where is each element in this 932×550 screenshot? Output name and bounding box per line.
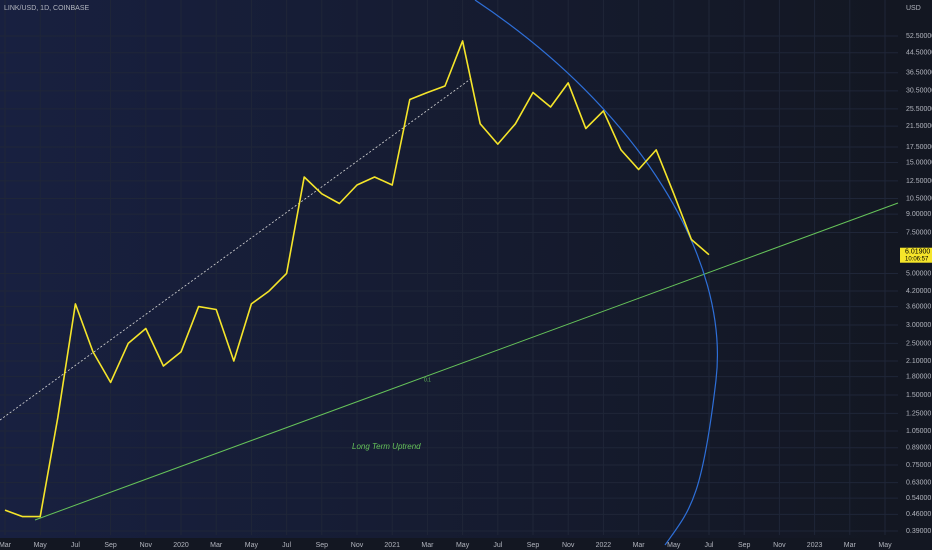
- x-tick-label: 2021: [384, 542, 400, 549]
- y-tick-label: 52.50000: [906, 33, 932, 40]
- y-tick-label: 25.50000: [906, 106, 932, 113]
- x-tick-label: Jul: [282, 542, 291, 549]
- y-tick-label: 0.46000: [906, 511, 931, 518]
- arc: [474, 0, 718, 546]
- y-tick-label: 0.75000: [906, 462, 931, 469]
- price-tag-label: 6.01900: [905, 249, 930, 256]
- x-tick-label: Nov: [351, 542, 364, 549]
- y-tick-label: 0.39000: [906, 528, 931, 535]
- x-tick-label: Sep: [316, 542, 329, 549]
- y-tick-label: 21.50000: [906, 123, 932, 130]
- y-tick-label: 3.00000: [906, 322, 931, 329]
- y-tick-label: 2.50000: [906, 340, 931, 347]
- y-tick-label: 9.00000: [906, 211, 931, 218]
- y-tick-label: 2.10000: [906, 358, 931, 365]
- x-tick-label: Mar: [844, 542, 857, 549]
- trend-line-dashed: [0, 77, 473, 421]
- x-tick-label: Mar: [210, 542, 223, 549]
- x-tick-label: Mar: [421, 542, 434, 549]
- x-tick-label: Sep: [104, 542, 117, 549]
- y-tick-label: 36.50000: [906, 70, 932, 77]
- x-tick-label: May: [667, 542, 681, 549]
- x-tick-label: 2022: [596, 542, 612, 549]
- x-tick-label: Jul: [71, 542, 80, 549]
- y-tick-label: 1.25000: [906, 410, 931, 417]
- y-tick-label: 0.54000: [906, 495, 931, 502]
- x-tick-label: Nov: [562, 542, 575, 549]
- uptrend-line: [34, 202, 899, 521]
- y-tick-label: 12.50000: [906, 178, 932, 185]
- x-tick-label: Mar: [0, 542, 12, 549]
- y-tick-label: 1.05000: [906, 428, 931, 435]
- x-tick-label: Sep: [738, 542, 751, 549]
- y-tick-label: 3.60000: [906, 303, 931, 310]
- annotation: Long Term Uptrend: [352, 442, 421, 451]
- x-tick-label: May: [245, 542, 259, 549]
- y-tick-label: 1.80000: [906, 373, 931, 380]
- marks: [4, 40, 710, 518]
- y-tick-label: 5.00000: [906, 270, 931, 277]
- annotation: 0.1: [424, 377, 431, 383]
- plot-background: [0, 0, 898, 538]
- y-tick-label: 4.20000: [906, 288, 931, 295]
- x-tick-label: Jul: [493, 542, 502, 549]
- price-line: [4, 40, 710, 518]
- y-axis-label: USD: [906, 5, 921, 12]
- y-tick-label: 0.63000: [906, 479, 931, 486]
- x-tick-label: 2020: [173, 542, 189, 549]
- y-tick-label: 1.50000: [906, 392, 931, 399]
- x-tick-label: Mar: [633, 542, 646, 549]
- x-tick-label: May: [34, 542, 48, 549]
- x-tick-label: Jul: [705, 542, 714, 549]
- price-tag: [900, 247, 932, 263]
- y-tick-label: 15.00000: [906, 159, 932, 166]
- y-tick-label: 0.89000: [906, 445, 931, 452]
- y-tick-label: 7.50000: [906, 229, 931, 236]
- x-tick-label: Nov: [773, 542, 786, 549]
- x-tick-label: Sep: [527, 542, 540, 549]
- y-tick-label: 30.50000: [906, 88, 932, 95]
- x-tick-label: 2023: [807, 542, 823, 549]
- x-tick-label: Nov: [140, 542, 153, 549]
- y-tick-label: 10.50000: [906, 195, 932, 202]
- chart-title: LINK/USD, 1D, COINBASE: [4, 5, 90, 12]
- y-tick-label: 44.50000: [906, 50, 932, 57]
- countdown: 10:06:57: [905, 256, 929, 262]
- x-tick-label: May: [456, 542, 470, 549]
- grid: [0, 0, 898, 535]
- x-tick-label: May: [878, 542, 892, 549]
- y-tick-label: 17.50000: [906, 144, 932, 151]
